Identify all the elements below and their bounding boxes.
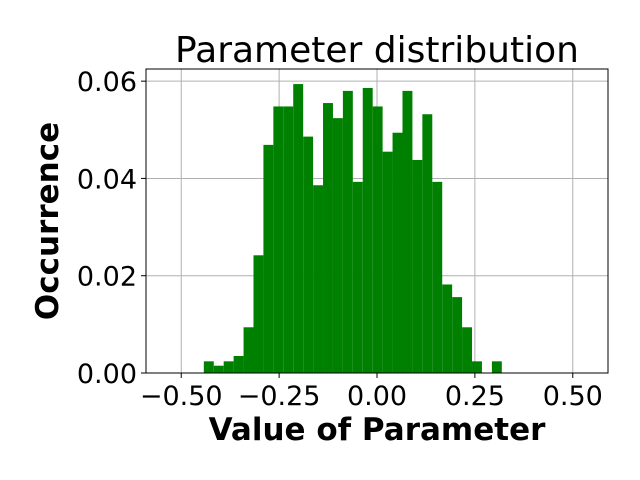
y-tick-label-3: 0.06 <box>77 67 137 98</box>
histogram-bar-5 <box>253 255 264 373</box>
histogram-bar-6 <box>263 144 274 373</box>
x-tick-label-3: 0.25 <box>445 381 505 412</box>
y-tick-label-0: 0.00 <box>77 359 137 390</box>
histogram-bar-8 <box>283 106 294 374</box>
x-axis-ticks: −0.50 −0.25 0.00 0.25 0.50 <box>140 373 603 412</box>
x-tick-label-1: −0.25 <box>238 381 321 412</box>
histogram-bar-29 <box>491 361 502 373</box>
histogram-bar-1 <box>213 365 224 373</box>
histogram-bar-27 <box>472 361 482 373</box>
histogram-bar-25 <box>452 297 463 373</box>
histogram-bars <box>203 84 502 374</box>
histogram-bar-19 <box>392 132 403 373</box>
histogram-bar-14 <box>342 90 353 373</box>
histogram-bar-7 <box>273 106 284 374</box>
histogram-bar-21 <box>412 159 423 373</box>
y-tick-label-1: 0.02 <box>77 262 137 293</box>
histogram-bar-4 <box>243 327 254 373</box>
histogram-bar-10 <box>303 136 314 373</box>
x-tick-label-0: −0.50 <box>140 381 223 412</box>
y-axis-label: Occurrence <box>30 122 66 320</box>
chart-title: Parameter distribution <box>175 30 579 71</box>
histogram-bar-13 <box>332 118 343 373</box>
y-axis-ticks: 0.00 0.02 0.04 0.06 <box>77 67 146 390</box>
histogram-bar-22 <box>422 114 433 373</box>
histogram-bar-20 <box>402 90 413 373</box>
y-tick-label-2: 0.04 <box>77 164 137 195</box>
histogram-bar-26 <box>462 327 473 373</box>
x-tick-label-4: 0.50 <box>543 381 603 412</box>
histogram-bar-24 <box>442 284 453 373</box>
histogram-bar-17 <box>372 106 383 374</box>
histogram-bar-2 <box>223 361 234 373</box>
histogram-bar-3 <box>233 355 244 373</box>
x-tick-label-2: 0.00 <box>347 381 407 412</box>
histogram-bar-0 <box>203 361 214 373</box>
histogram-bar-23 <box>432 181 443 373</box>
histogram-bar-11 <box>313 185 324 373</box>
histogram-bar-18 <box>382 151 393 373</box>
histogram-bar-16 <box>362 87 373 373</box>
histogram-bar-12 <box>323 103 333 373</box>
histogram-bar-15 <box>352 181 363 373</box>
x-axis-label: Value of Parameter <box>209 412 546 448</box>
histogram-bar-9 <box>293 84 304 373</box>
